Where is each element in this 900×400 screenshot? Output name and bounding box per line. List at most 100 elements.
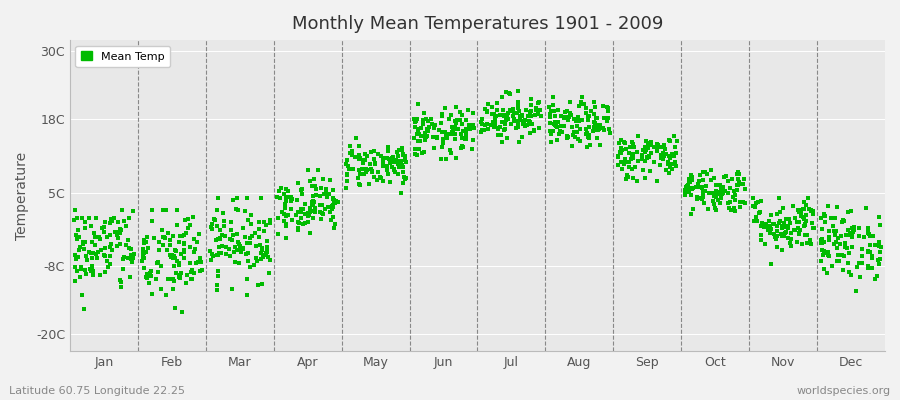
Point [746, 203, 760, 210]
Point [488, 120, 502, 127]
Point [75, 292, 89, 298]
Point [638, 175, 652, 181]
Point [304, 202, 319, 209]
Point [769, 234, 783, 240]
Point [845, 244, 859, 250]
Point [489, 112, 503, 119]
Point [291, 180, 305, 186]
Point [291, 197, 305, 204]
Point [103, 232, 117, 238]
Point [523, 108, 537, 115]
Point [817, 249, 832, 256]
Point [589, 115, 603, 121]
Point [164, 254, 178, 260]
Point [279, 223, 293, 229]
Point [151, 246, 166, 253]
Point [104, 261, 118, 268]
Point [695, 196, 709, 202]
Point [352, 152, 366, 158]
Point [814, 226, 829, 232]
Point [600, 117, 615, 124]
Point [326, 196, 340, 202]
Point [453, 117, 467, 123]
Point [364, 166, 378, 172]
Point [210, 222, 224, 229]
Point [279, 213, 293, 220]
Point [342, 143, 356, 149]
Point [775, 225, 789, 231]
Point [642, 154, 656, 160]
Point [255, 247, 269, 253]
Point [561, 117, 575, 123]
Point [210, 281, 224, 288]
Point [488, 116, 502, 122]
Point [639, 153, 653, 160]
Point [846, 228, 860, 234]
Point [515, 112, 529, 118]
Point [244, 212, 258, 218]
Point [650, 146, 664, 152]
Point [157, 206, 171, 213]
Point [704, 176, 718, 183]
Point [149, 276, 164, 282]
Point [436, 136, 451, 142]
Point [565, 143, 580, 149]
Point [680, 187, 694, 193]
Point [783, 220, 797, 226]
Point [291, 208, 305, 215]
Point [176, 232, 191, 238]
Point [364, 149, 378, 155]
Point [510, 98, 525, 105]
Point [466, 136, 481, 143]
Point [836, 252, 850, 259]
Point [424, 116, 438, 122]
Point [533, 107, 547, 113]
Point [814, 237, 829, 244]
Point [285, 196, 300, 203]
Point [396, 169, 410, 176]
Point [728, 196, 742, 203]
Point [491, 131, 505, 138]
Point [641, 145, 655, 152]
Point [814, 240, 828, 246]
Point [394, 190, 409, 196]
Point [522, 130, 536, 136]
Point [453, 109, 467, 116]
Point [708, 188, 723, 194]
Point [625, 150, 639, 157]
Point [824, 215, 838, 221]
Point [501, 110, 516, 116]
Point [291, 227, 305, 233]
Point [593, 122, 608, 128]
Point [524, 102, 538, 109]
Point [475, 127, 490, 133]
Point [192, 258, 206, 265]
Point [68, 252, 82, 258]
Point [873, 249, 887, 255]
Point [544, 139, 559, 145]
Point [791, 231, 806, 238]
Point [530, 99, 544, 106]
Point [802, 206, 816, 212]
Point [396, 164, 410, 170]
Point [754, 232, 769, 238]
Point [557, 123, 572, 130]
Point [543, 104, 557, 110]
Point [631, 158, 645, 164]
Point [784, 230, 798, 236]
Point [244, 221, 258, 227]
Point [375, 161, 390, 168]
Point [325, 206, 339, 212]
Point [625, 139, 639, 145]
Point [640, 155, 654, 162]
Point [97, 269, 112, 275]
Point [574, 101, 589, 107]
Point [355, 166, 369, 172]
Point [370, 176, 384, 183]
Point [292, 220, 306, 226]
Point [515, 134, 529, 140]
Point [435, 111, 449, 117]
Point [447, 124, 462, 130]
Point [294, 206, 309, 213]
Point [392, 159, 406, 166]
